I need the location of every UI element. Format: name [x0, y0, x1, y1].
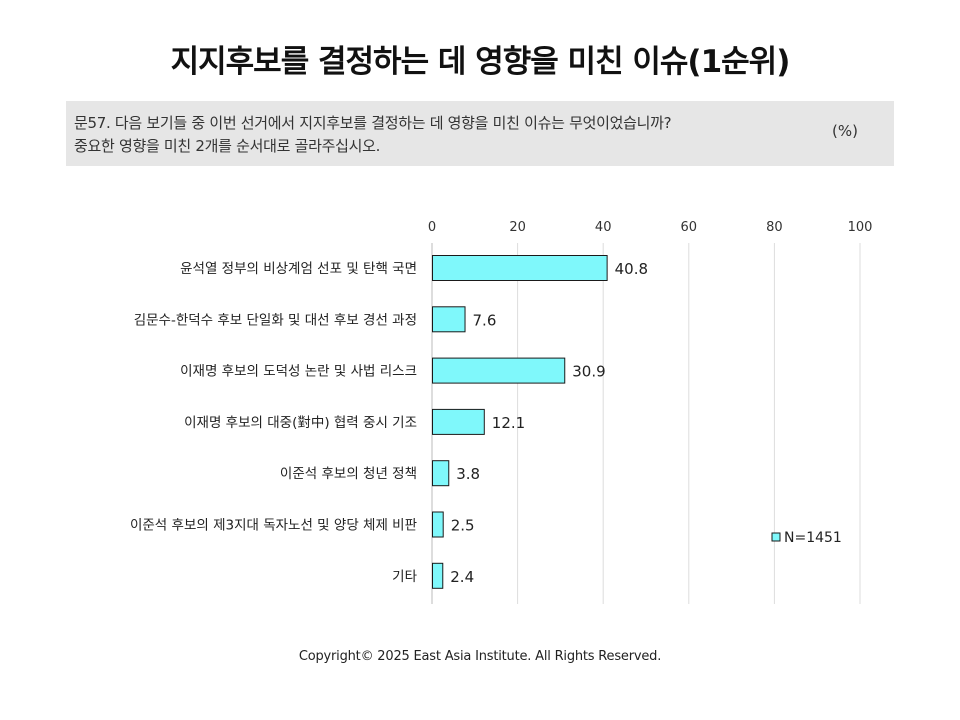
question-box: 문57. 다음 보기들 중 이번 선거에서 지지후보를 결정하는 데 영향을 미…: [66, 101, 894, 166]
category-label: 이재명 후보의 도덕성 논란 및 사법 리스크: [180, 364, 417, 380]
data-label: 2.4: [450, 568, 474, 586]
category-label: 이재명 후보의 대중(對中) 협력 중시 기조: [184, 415, 417, 431]
category-label: 김문수-한덕수 후보 단일화 및 대선 후보 경선 과정: [134, 312, 417, 328]
bar: [432, 357, 566, 384]
data-label: 3.8: [456, 465, 480, 483]
question-text-line-2: 중요한 영향을 미친 2개를 순서대로 골라주십시오.: [74, 137, 381, 155]
x-tick-label: 40: [595, 220, 612, 235]
x-tick-label: 20: [509, 220, 526, 235]
bar: [432, 460, 450, 487]
category-label: 이준석 후보의 제3지대 독자노선 및 양당 체제 비판: [130, 518, 417, 534]
data-label: 12.1: [492, 414, 525, 432]
x-tick-label: 0: [428, 220, 436, 235]
data-label: 30.9: [572, 363, 605, 381]
category-label: 이준석 후보의 청년 정책: [280, 466, 417, 482]
bar: [432, 255, 608, 281]
category-label: 윤석열 정부의 비상계엄 선포 및 탄핵 국면: [180, 261, 417, 277]
bar: [432, 306, 466, 333]
chart-title: 지지후보를 결정하는 데 영향을 미친 이슈(1순위): [170, 44, 791, 80]
category-label: 기타: [392, 569, 417, 585]
copyright-text: Copyright© 2025 East Asia Institute. All…: [298, 649, 662, 664]
question-text-line-1: 문57. 다음 보기들 중 이번 선거에서 지지후보를 결정하는 데 영향을 미…: [74, 114, 672, 132]
bar: [432, 562, 444, 589]
bar: [432, 511, 444, 538]
bar: [432, 408, 485, 435]
legend-label: N=1451: [784, 530, 842, 546]
x-tick-label: 100: [848, 220, 873, 235]
x-tick-label: 60: [681, 220, 698, 235]
x-tick-label: 80: [766, 220, 783, 235]
unit-label: (%): [832, 122, 858, 140]
data-label: 40.8: [615, 260, 648, 278]
data-label: 2.5: [451, 517, 475, 535]
legend-swatch: [771, 532, 781, 542]
data-label: 7.6: [473, 311, 497, 329]
